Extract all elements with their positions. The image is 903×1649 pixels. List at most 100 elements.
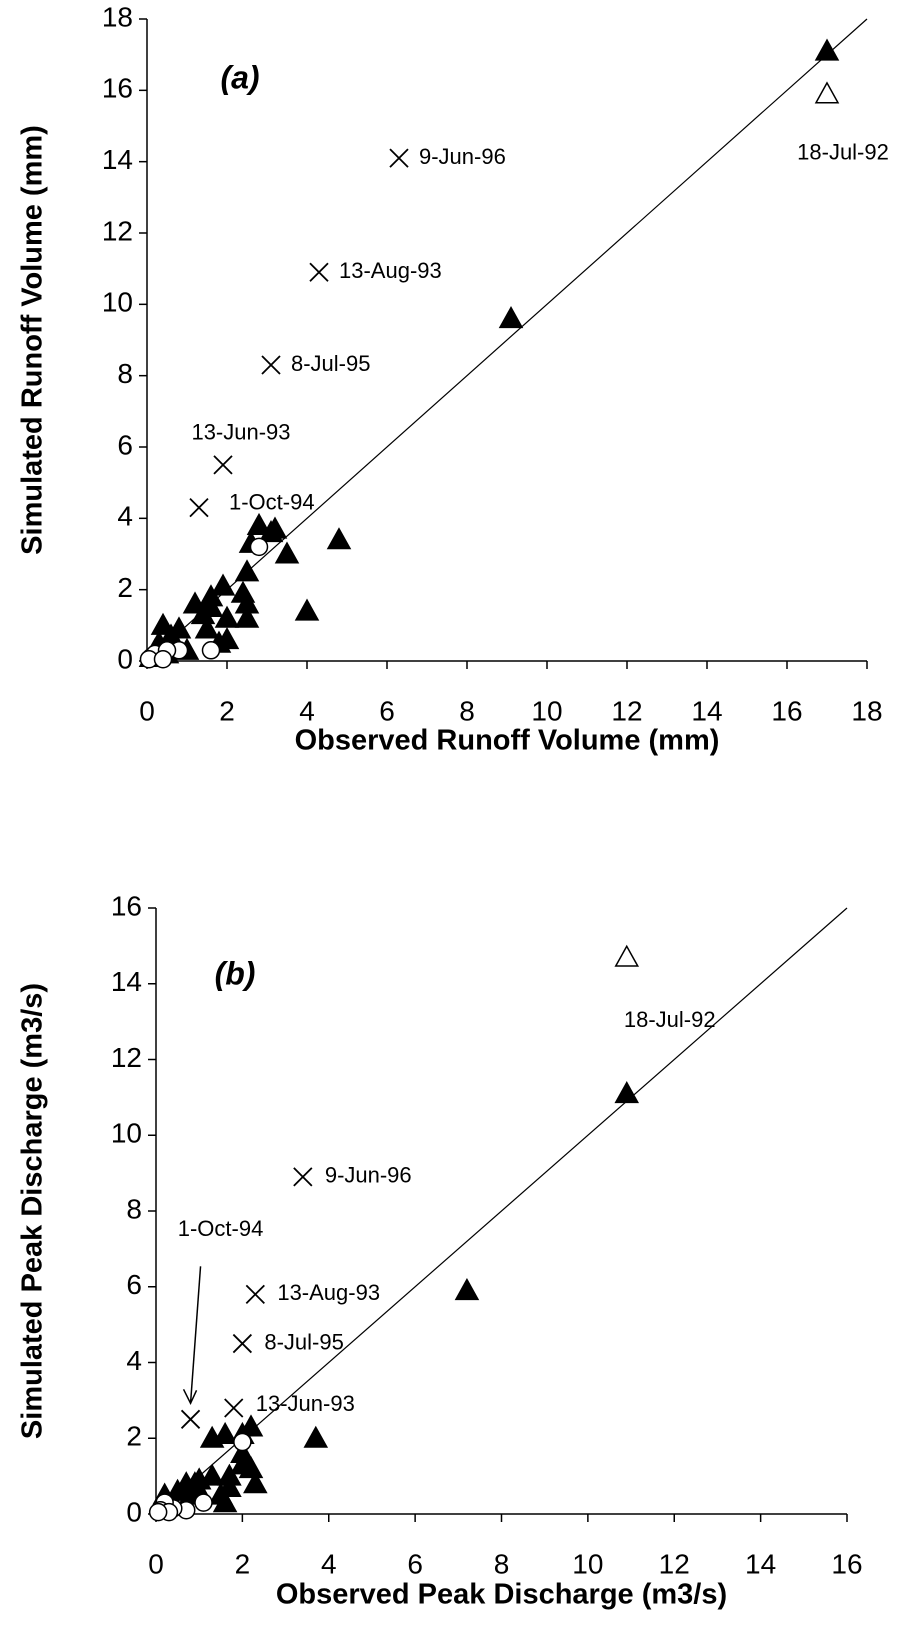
x-tick-label: 0 — [148, 1548, 164, 1579]
y-tick-label: 14 — [111, 966, 142, 997]
point-label: 13-Jun-93 — [256, 1391, 355, 1416]
x-axis-title: Observed Peak Discharge (m3/s) — [276, 1579, 727, 1611]
y-tick-label: 6 — [117, 429, 133, 460]
point — [180, 1409, 201, 1429]
y-tick-label: 16 — [111, 890, 142, 921]
arrow-shaft — [189, 1266, 202, 1404]
y-tick-label: 10 — [102, 287, 133, 318]
x-tick-label: 2 — [235, 1548, 251, 1579]
x-tick-label: 4 — [299, 695, 315, 726]
point — [224, 1398, 244, 1418]
point — [194, 616, 220, 639]
x-tick-label: 6 — [407, 1548, 423, 1579]
point — [389, 148, 409, 168]
point — [213, 455, 233, 475]
x-tick-label: 12 — [659, 1548, 690, 1579]
one-to-one-line — [155, 907, 848, 1515]
point-label: 8-Jul-95 — [264, 1329, 343, 1354]
x-tick-label: 10 — [572, 1548, 603, 1579]
point-label: 13-Aug-93 — [339, 258, 442, 283]
point — [232, 1333, 253, 1354]
arrow-head — [182, 1388, 198, 1406]
x-tick-label: 8 — [494, 1548, 510, 1579]
x-tick-label: 16 — [771, 695, 802, 726]
point-label: 13-Jun-93 — [191, 420, 290, 445]
x-tick-label: 10 — [531, 695, 562, 726]
point — [210, 573, 236, 596]
point-label: 1-Oct-94 — [178, 1216, 264, 1241]
point-label: 18-Jul-92 — [624, 1007, 716, 1032]
y-axis-title: Simulated Peak Discharge (m3/s) — [17, 983, 49, 1439]
y-axis-title: Simulated Runoff Volume (mm) — [17, 125, 49, 555]
point — [212, 1421, 238, 1445]
x-tick-label: 16 — [831, 1548, 862, 1579]
y-tick-label: 16 — [102, 73, 133, 104]
panel-label: (a) — [220, 59, 259, 95]
point — [198, 594, 224, 618]
y-tick-label: 2 — [117, 572, 133, 603]
panel: 0 2 4 6 8 10 12 14 16 18 0 2 4 6 8 10 12 14 16 18 Observed R… — [17, 1, 889, 756]
point — [498, 306, 524, 329]
point — [454, 1277, 480, 1301]
point — [153, 649, 173, 669]
point-label: 18-Jul-92 — [797, 140, 889, 165]
point — [243, 1471, 268, 1494]
point — [814, 81, 840, 104]
x-tick-label: 4 — [321, 1548, 337, 1579]
point — [293, 1167, 313, 1187]
point — [245, 1284, 265, 1304]
point — [233, 1432, 252, 1452]
x-tick-label: 0 — [139, 695, 155, 726]
x-tick-label: 2 — [219, 695, 235, 726]
point — [309, 262, 329, 282]
x-tick-label: 6 — [379, 695, 395, 726]
point-label: 8-Jul-95 — [291, 351, 370, 376]
point — [303, 1425, 329, 1448]
point — [217, 1463, 242, 1486]
y-tick-label: 18 — [102, 1, 133, 32]
y-tick-label: 0 — [126, 1496, 142, 1527]
point — [249, 537, 269, 557]
y-tick-label: 12 — [111, 1042, 142, 1073]
point-label: 9-Jun-96 — [325, 1163, 412, 1188]
point — [326, 527, 352, 550]
y-tick-label: 8 — [117, 358, 133, 389]
point — [208, 1482, 234, 1505]
point-label: 9-Jun-96 — [419, 144, 506, 169]
point — [274, 541, 300, 564]
point — [199, 1463, 225, 1486]
x-tick-label: 14 — [691, 695, 722, 726]
point — [234, 559, 260, 582]
point — [194, 1493, 213, 1512]
point-label: 1-Oct-94 — [229, 489, 315, 514]
x-tick-label: 12 — [611, 695, 642, 726]
point — [262, 516, 288, 539]
point — [189, 497, 209, 518]
point — [261, 355, 281, 375]
point — [201, 641, 221, 660]
one-to-one-line — [146, 18, 868, 662]
point — [294, 598, 320, 621]
y-tick-label: 14 — [102, 144, 133, 175]
x-tick-label: 18 — [851, 695, 882, 726]
y-tick-label: 10 — [111, 1118, 142, 1149]
y-tick-label: 2 — [126, 1421, 142, 1452]
point — [148, 1502, 168, 1522]
y-tick-label: 4 — [126, 1345, 142, 1376]
x-tick-label: 8 — [459, 695, 475, 726]
panel: 0 2 4 6 8 10 12 14 16 0 2 4 6 8 10 12 14 16 Observed Peak … — [17, 890, 863, 1610]
point — [199, 1425, 225, 1448]
point-label: 13-Aug-93 — [277, 1280, 380, 1305]
point — [214, 605, 240, 628]
point — [614, 944, 640, 967]
point — [814, 38, 840, 61]
point — [246, 512, 272, 536]
point — [214, 627, 240, 650]
point — [614, 1081, 640, 1104]
point — [234, 605, 260, 628]
x-axis-title: Observed Runoff Volume (mm) — [295, 725, 720, 757]
y-tick-label: 8 — [126, 1193, 142, 1224]
y-tick-label: 6 — [126, 1269, 142, 1300]
point — [230, 1452, 255, 1475]
